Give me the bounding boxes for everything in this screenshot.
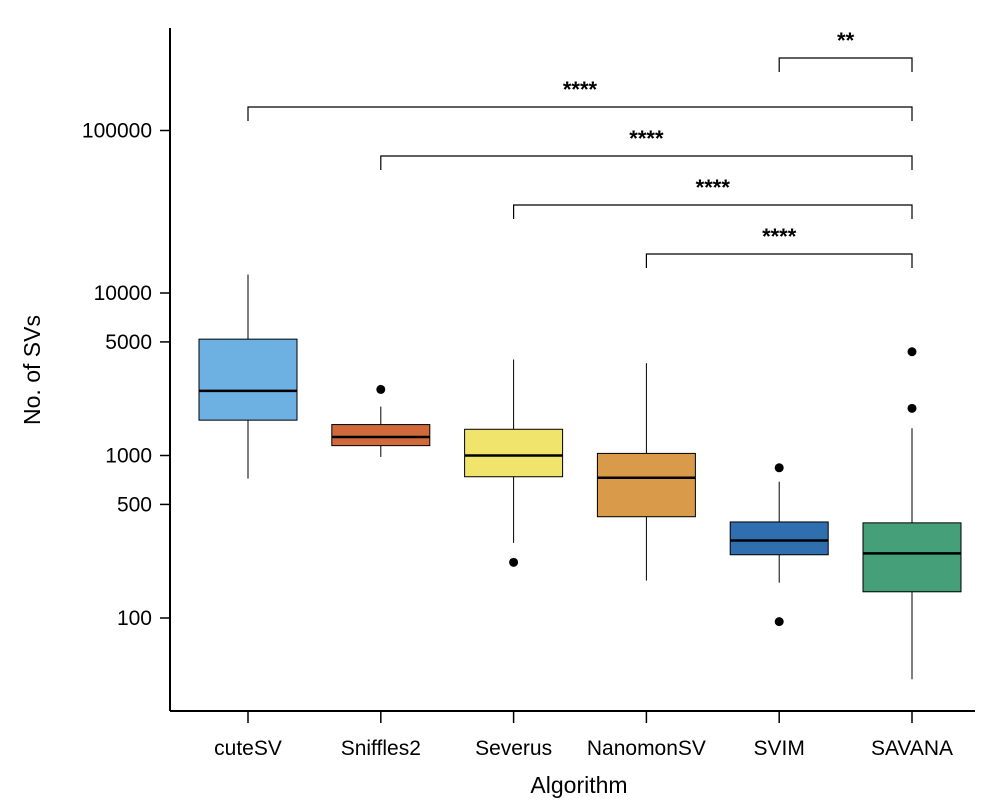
y-tick-label: 100	[117, 607, 152, 630]
x-tick-label: cuteSV	[214, 737, 282, 760]
x-tick-label: SAVANA	[871, 737, 953, 760]
iqr-box	[729, 521, 829, 556]
outlier-point	[907, 403, 917, 413]
x-tick-label: Sniffles2	[341, 737, 421, 760]
significance-bracket: ****	[645, 224, 913, 268]
y-tick-label: 500	[117, 493, 152, 516]
x-tick-label: NanomonSV	[587, 737, 706, 760]
outlier-point	[509, 557, 519, 567]
y-tick-label: 1000	[105, 445, 152, 468]
y-tick-label: 10000	[94, 282, 152, 305]
outlier-point	[774, 463, 784, 473]
significance-label: **	[837, 28, 855, 53]
significance-bracket: ****	[513, 175, 913, 219]
bracket-line	[380, 155, 913, 170]
box-cutesv	[198, 274, 298, 479]
box-sniffles2	[331, 384, 431, 457]
outlier-point	[774, 617, 784, 627]
bracket-line	[778, 57, 913, 72]
y-tick-label: 100000	[82, 120, 152, 143]
box-svim	[729, 463, 829, 627]
significance-label: ****	[629, 126, 664, 151]
bracket-line	[247, 106, 913, 121]
significance-bracket: ****	[380, 126, 913, 170]
x-tick-label: Severus	[475, 737, 552, 760]
significance-label: ****	[762, 224, 797, 249]
iqr-box	[331, 424, 431, 447]
x-tick-label: SVIM	[754, 737, 805, 760]
box-savana	[862, 347, 962, 680]
significance-label: ****	[563, 77, 598, 102]
bracket-line	[513, 204, 913, 219]
y-axis-title: No. of SVs	[19, 315, 45, 425]
iqr-box	[596, 452, 696, 518]
outlier-point	[907, 347, 917, 357]
iqr-box	[198, 338, 298, 421]
significance-bracket: **	[778, 28, 913, 72]
box-severus	[464, 359, 564, 567]
iqr-box	[464, 428, 564, 478]
x-axis-title: Algorithm	[530, 772, 627, 798]
significance-bracket: ****	[247, 77, 913, 121]
y-tick-label: 5000	[105, 331, 152, 354]
bracket-line	[645, 253, 913, 268]
box-nanomonsv	[596, 363, 696, 581]
significance-label: ****	[696, 175, 731, 200]
iqr-box	[862, 522, 962, 593]
outlier-point	[376, 384, 386, 394]
